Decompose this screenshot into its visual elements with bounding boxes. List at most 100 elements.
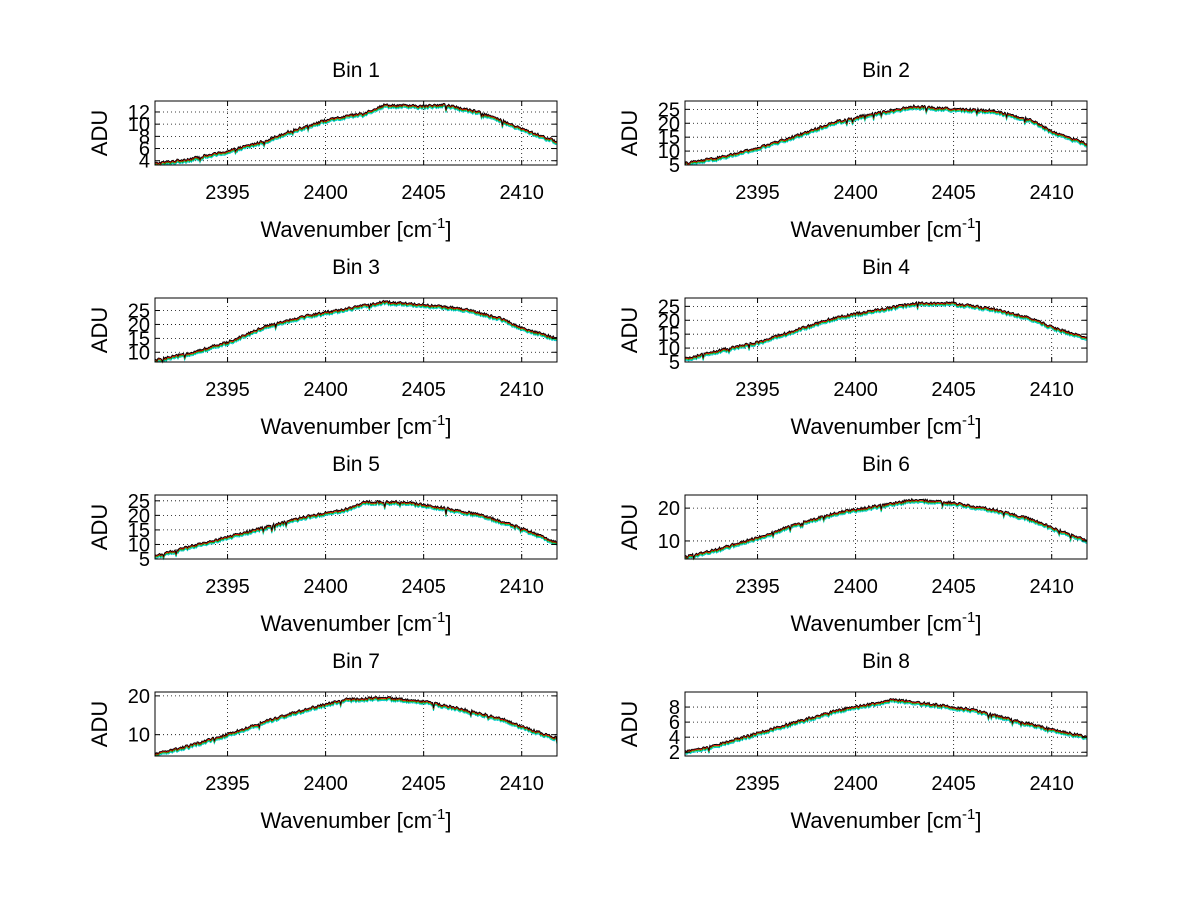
y-tick-label: 15 (128, 328, 150, 350)
axes-box (154, 100, 558, 166)
series-line-4 (684, 697, 1088, 752)
y-tick-label: 8 (139, 126, 150, 148)
x-tick-label: 2395 (735, 576, 780, 598)
axes-box (154, 297, 558, 363)
x-tick-label: 2405 (931, 773, 976, 795)
x-axis-label: Wavenumber [cm-1] (260, 215, 451, 242)
x-tick-label: 2395 (205, 182, 250, 204)
axes-box (684, 691, 1088, 757)
y-tick-label: 2 (669, 742, 680, 764)
series-line-4 (684, 497, 1088, 560)
y-axis-label: ADU (617, 701, 642, 747)
series-line-4 (154, 102, 558, 165)
y-tick-label: 6 (139, 139, 150, 161)
y-tick-label: 5 (669, 155, 680, 177)
subplot-title: Bin 7 (332, 650, 380, 673)
y-tick-label: 4 (669, 727, 680, 749)
subplot-bin-6: Bin 6 2395 2400 2405 2410 10 20 Wavenumber [cm-… (617, 453, 1088, 636)
y-tick-label: 5 (669, 352, 680, 374)
x-tick-label: 2410 (499, 576, 544, 598)
axes-box (684, 100, 1088, 166)
x-tick-label: 2400 (303, 773, 348, 795)
y-tick-label: 20 (128, 686, 150, 708)
series-line-3 (154, 300, 557, 364)
y-tick-label: 10 (658, 338, 680, 360)
subplot-title: Bin 2 (862, 59, 910, 82)
x-tick-label: 2395 (205, 773, 250, 795)
x-tick-label: 2395 (735, 379, 780, 401)
y-tick-label: 10 (128, 725, 150, 747)
series-line-2 (154, 104, 558, 166)
series-line-4 (154, 695, 558, 755)
series-line-3 (684, 104, 1088, 166)
y-tick-label: 25 (128, 491, 150, 513)
y-tick-label: 15 (658, 127, 680, 149)
series-line-4 (154, 499, 558, 558)
subplot-bin-7: Bin 7 2395 2400 2405 2410 10 20 Wavenumber [cm-… (87, 650, 558, 833)
x-tick-label: 2405 (401, 773, 446, 795)
x-tick-label: 2405 (401, 379, 446, 401)
y-tick-label: 25 (658, 296, 680, 318)
y-tick-label: 10 (128, 342, 150, 364)
subplot-title: Bin 3 (332, 256, 380, 279)
x-tick-label: 2395 (205, 379, 250, 401)
axes-box (684, 297, 1088, 363)
x-tick-label: 2405 (401, 576, 446, 598)
series-line-2 (154, 697, 558, 757)
y-axis-label: ADU (617, 307, 642, 353)
y-axis-label: ADU (87, 307, 112, 353)
series-line-3 (154, 500, 558, 559)
subplot-title: Bin 6 (862, 453, 910, 476)
y-axis-label: ADU (87, 110, 112, 156)
x-axis-label: Wavenumber [cm-1] (790, 806, 981, 833)
y-tick-label: 15 (658, 324, 680, 346)
x-tick-label: 2410 (499, 182, 544, 204)
series-line-3 (154, 103, 558, 166)
x-tick-label: 2400 (833, 576, 878, 598)
x-tick-label: 2410 (1029, 576, 1074, 598)
y-tick-label: 15 (128, 520, 150, 542)
series-line-1 (154, 698, 558, 757)
x-axis-label: Wavenumber [cm-1] (790, 609, 981, 636)
y-tick-label: 20 (128, 505, 150, 527)
axes-box (154, 691, 558, 757)
series-line-4 (684, 300, 1088, 359)
x-axis-label: Wavenumber [cm-1] (790, 215, 981, 242)
series-line-1 (684, 700, 1088, 756)
series-line-1 (684, 106, 1088, 166)
x-tick-label: 2400 (833, 182, 878, 204)
series-line-2 (684, 699, 1088, 754)
x-tick-label: 2400 (303, 182, 348, 204)
series-line-1 (684, 500, 1088, 560)
subplot-title: Bin 1 (332, 59, 380, 82)
y-tick-label: 20 (658, 310, 680, 332)
series-line-1 (154, 502, 558, 561)
y-tick-label: 5 (139, 549, 150, 571)
x-tick-label: 2400 (303, 379, 348, 401)
series-line-1 (684, 303, 1088, 362)
y-tick-label: 12 (128, 102, 150, 124)
subplot-title: Bin 8 (862, 650, 910, 673)
y-axis-label: ADU (87, 701, 112, 747)
x-tick-label: 2410 (1029, 773, 1074, 795)
x-tick-label: 2410 (499, 379, 544, 401)
y-axis-label: ADU (617, 110, 642, 156)
y-tick-label: 10 (658, 531, 680, 553)
x-tick-label: 2395 (735, 773, 780, 795)
y-tick-label: 10 (128, 534, 150, 556)
x-tick-label: 2400 (303, 576, 348, 598)
x-tick-label: 2400 (833, 379, 878, 401)
x-tick-label: 2410 (1029, 379, 1074, 401)
y-tick-label: 20 (658, 113, 680, 135)
x-axis-label: Wavenumber [cm-1] (260, 609, 451, 636)
y-tick-label: 4 (139, 151, 150, 173)
x-tick-label: 2405 (931, 379, 976, 401)
y-tick-label: 8 (669, 697, 680, 719)
series-line-2 (154, 301, 557, 363)
y-axis-label: ADU (87, 504, 112, 550)
axes-box (154, 494, 558, 560)
y-tick-label: 25 (658, 99, 680, 121)
